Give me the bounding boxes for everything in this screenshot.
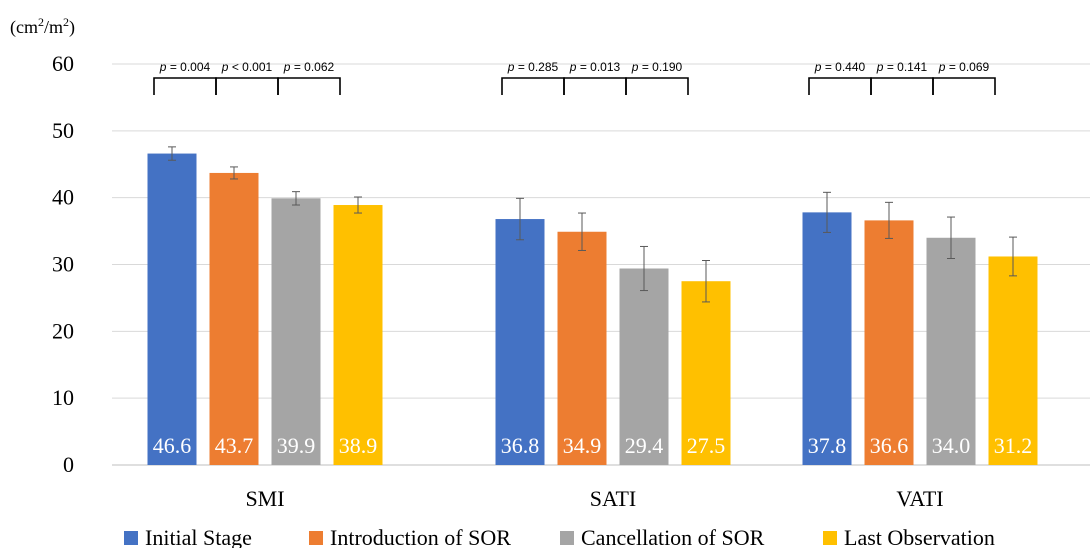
data-label: 29.4: [625, 433, 664, 458]
p-value-label: p = 0.013: [569, 60, 621, 74]
y-unit-label: (cm2/m2): [10, 15, 75, 38]
data-label: 37.8: [808, 433, 847, 458]
bar: [495, 219, 545, 465]
p-value-label: p = 0.440: [814, 60, 866, 74]
data-label: 43.7: [215, 433, 254, 458]
data-label: 39.9: [277, 433, 316, 458]
bar: [802, 212, 852, 465]
y-tick-label: 50: [52, 118, 74, 143]
data-label: 34.0: [932, 433, 971, 458]
bar: [988, 256, 1038, 465]
legend-swatch: [823, 531, 837, 545]
bar: [681, 281, 731, 465]
y-tick-label: 40: [52, 185, 74, 210]
bar: [864, 220, 914, 465]
significance-layer: p = 0.004 p < 0.001 p = 0.062 p = 0.285 p = …: [153, 60, 996, 95]
legend: Initial Stage Introduction of SOR Cancella…: [124, 525, 995, 548]
p-value-label: p < 0.001: [221, 60, 273, 74]
legend-swatch: [309, 531, 323, 545]
legend-swatch: [560, 531, 574, 545]
y-axis: 0 10 20 30 40 50 60: [52, 51, 74, 477]
y-tick-label: 60: [52, 51, 74, 76]
p-value-label: p = 0.062: [283, 60, 335, 74]
significance-bracket: [870, 77, 934, 95]
bar: [619, 268, 669, 465]
y-tick-label: 10: [52, 385, 74, 410]
legend-swatch: [124, 531, 138, 545]
significance-bracket: [563, 77, 627, 95]
legend-label: Cancellation of SOR: [581, 525, 765, 548]
bar: [209, 172, 259, 465]
x-category-label: SMI: [245, 486, 284, 511]
data-label: 27.5: [687, 433, 726, 458]
significance-bracket: [215, 77, 279, 95]
p-value-label: p = 0.141: [876, 60, 928, 74]
data-label: 34.9: [563, 433, 602, 458]
significance-bracket: [932, 77, 996, 95]
bar: [333, 205, 383, 466]
bar: [926, 237, 976, 465]
x-category-label: VATI: [896, 486, 943, 511]
y-tick-label: 30: [52, 252, 74, 277]
legend-label: Last Observation: [844, 525, 995, 548]
data-label: 38.9: [339, 433, 378, 458]
significance-bracket: [625, 77, 689, 95]
legend-label: Introduction of SOR: [330, 525, 511, 548]
significance-bracket: [501, 77, 565, 95]
p-value-label: p = 0.004: [159, 60, 211, 74]
bar: [557, 231, 607, 465]
y-tick-label: 0: [63, 452, 74, 477]
p-value-label: p = 0.285: [507, 60, 559, 74]
data-label: 46.6: [153, 433, 192, 458]
y-tick-label: 20: [52, 318, 74, 343]
significance-bracket: [808, 77, 872, 95]
p-value-label: p = 0.069: [938, 60, 990, 74]
data-label: 36.8: [501, 433, 540, 458]
bar-layer: 46.6 43.7 39.9 38.9 36.8 34.9 29.4 27.5 37.8 36.6…: [147, 146, 1038, 466]
bar: [271, 198, 321, 465]
x-category-label: SATI: [590, 486, 636, 511]
legend-label: Initial Stage: [145, 525, 252, 548]
significance-bracket: [277, 77, 341, 95]
category-labels: SMI SATI VATI: [245, 486, 943, 511]
data-label: 36.6: [870, 433, 909, 458]
bar: [147, 153, 197, 465]
p-value-label: p = 0.190: [631, 60, 683, 74]
significance-bracket: [153, 77, 217, 95]
data-label: 31.2: [994, 433, 1033, 458]
